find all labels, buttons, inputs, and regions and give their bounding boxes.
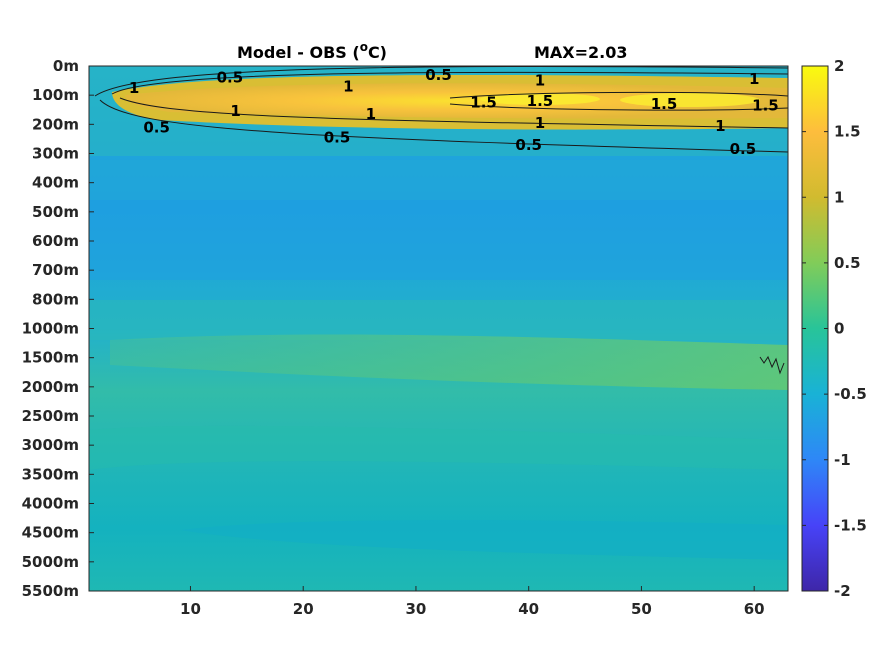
contour-label: 1.5 (752, 96, 779, 114)
colorbar-tick-label: 2 (834, 57, 844, 75)
contour-0.5 (99, 99, 788, 153)
colorbar-tick-label: -1.5 (834, 516, 867, 534)
max-annotation: MAX=2.03 (534, 43, 628, 62)
colorbar-tick-label: -1 (834, 451, 851, 469)
colorbar-tick-label: 1.5 (834, 123, 861, 141)
contour-label: 1 (535, 114, 545, 132)
contour-label: 0.5 (730, 140, 757, 158)
colorbar-tick-label: 0.5 (834, 254, 861, 272)
x-axis: 10 20 30 40 50 60 (180, 586, 765, 618)
y-tick-label: 0m (53, 57, 79, 75)
contour-label: 1 (343, 77, 353, 95)
x-tick-label: 40 (518, 600, 539, 618)
contour-1.5 (449, 91, 788, 99)
contour-labels: 10.5 10.5 1 11.5 1.5 1.5 1.51 1 1 10.50.5 0.5 0.5 (129, 66, 779, 158)
chart-title: Model - OBS (oC) (237, 40, 387, 62)
contour-label: 0.5 (217, 69, 244, 87)
contour-label: 1.5 (527, 92, 554, 110)
contour-label: 0.5 (515, 136, 542, 154)
colorbar-ticks: 2 1.5 1 0.5 0 -0.5 -1 -1.5 -2 (802, 57, 867, 600)
y-tick-label: 4500m (22, 524, 79, 542)
y-tick-label: 4000m (22, 495, 79, 513)
x-tick-label: 50 (631, 600, 652, 618)
contour-label: 1.5 (470, 93, 497, 111)
y-tick-label: 3500m (22, 465, 79, 483)
x-tick-label: 30 (406, 600, 427, 618)
contour-label: 0.5 (143, 118, 170, 136)
colorbar-tick-label: 1 (834, 188, 844, 206)
y-tick-label: 200m (32, 115, 79, 133)
y-tick-label: 2500m (22, 407, 79, 425)
contour-label: 0.5 (425, 66, 452, 84)
x-tick-label: 60 (744, 600, 765, 618)
x-tick-label: 20 (293, 600, 314, 618)
y-tick-label: 300m (32, 145, 79, 163)
y-tick-label: 2000m (22, 378, 79, 396)
y-tick-label: 1500m (22, 349, 79, 367)
y-tick-label: 100m (32, 86, 79, 104)
contour-label: 1 (366, 105, 376, 123)
y-tick-label: 600m (32, 232, 79, 250)
mid-depth-warm-band (110, 334, 788, 390)
contour-label: 1 (230, 102, 240, 120)
y-tick-label: 5000m (22, 553, 79, 571)
contour-label: 1 (715, 117, 725, 135)
contour-label: 1.5 (651, 95, 678, 113)
y-tick-label: 1000m (22, 320, 79, 338)
y-tick-label: 500m (32, 203, 79, 221)
colorbar-tick-label: -0.5 (834, 385, 867, 403)
x-tick-label: 10 (180, 600, 201, 618)
colorbar-tick-label: -2 (834, 582, 851, 600)
y-tick-label: 800m (32, 290, 79, 308)
colorbar-tick-label: 0 (834, 320, 844, 338)
contour-1 (119, 97, 788, 129)
contour-label: 1 (749, 70, 759, 88)
contour-label: 1 (129, 79, 139, 97)
contour-label: 0.5 (324, 128, 351, 146)
contour-label: 1 (535, 72, 545, 90)
y-tick-label: 400m (32, 174, 79, 192)
y-tick-label: 700m (32, 261, 79, 279)
heatmap-field (89, 66, 788, 591)
y-tick-label: 5500m (22, 582, 79, 600)
y-tick-label: 3000m (22, 436, 79, 454)
y-axis: 0m 100m 200m 300m 400m 500m 600m 700m 800m 1000m 1… (22, 57, 94, 600)
